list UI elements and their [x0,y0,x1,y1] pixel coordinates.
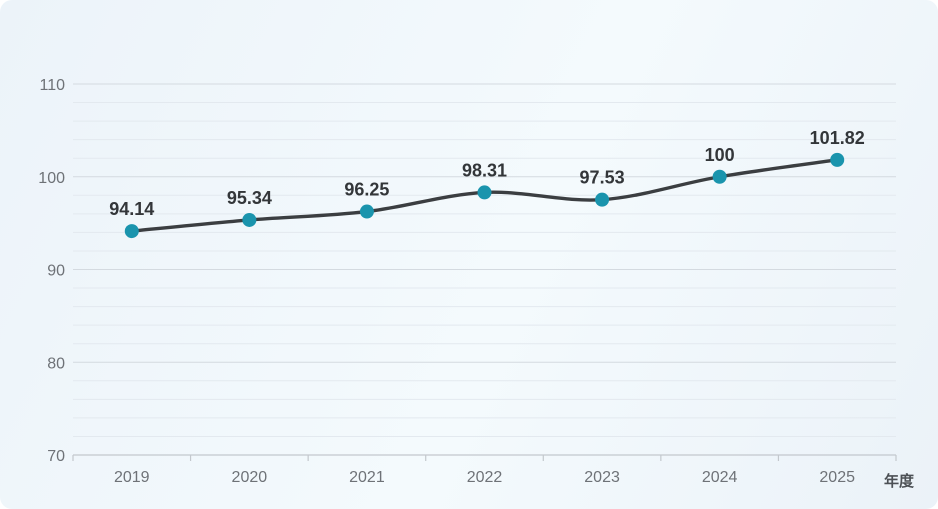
x-tick-label: 2020 [232,469,268,486]
x-tick-label: 2019 [114,469,150,486]
x-tick-label: 2025 [819,469,855,486]
data-labels: 94.14 95.34 96.25 98.31 97.53 100 101.82 [109,128,864,219]
data-point[interactable] [712,169,727,184]
y-tick-label: 70 [47,448,65,465]
y-tick-label: 100 [38,170,65,187]
x-tick-label: 2024 [702,469,738,486]
y-tick-label: 90 [47,263,65,280]
data-point-label: 100 [705,145,735,165]
y-tick-label: 80 [47,355,65,372]
x-tick-label: 2023 [584,469,620,486]
x-axis [72,454,897,461]
data-point[interactable] [595,192,610,207]
data-point-label: 101.82 [810,128,865,148]
data-points [124,152,845,239]
data-point-label: 96.25 [344,180,389,200]
data-point[interactable] [359,204,374,219]
data-point-label: 97.53 [580,168,625,188]
data-point-label: 98.31 [462,160,507,180]
gridlines-major [73,83,896,363]
data-point[interactable] [477,185,492,200]
y-tick-label: 110 [39,77,65,94]
x-tick-label: 2022 [467,469,503,486]
data-point[interactable] [124,224,139,239]
data-point[interactable] [830,152,845,167]
data-point[interactable] [242,212,257,227]
data-point-label: 95.34 [227,188,272,208]
x-axis-name: 年度 [884,472,915,490]
gridlines-minor [73,102,896,437]
y-axis-labels: 70 80 90 100 110 [38,77,65,465]
data-point-label: 94.14 [109,199,154,219]
x-axis-labels: 2019 2020 2021 2022 2023 2024 2025 [114,469,855,486]
x-tick-label: 2021 [349,469,385,486]
